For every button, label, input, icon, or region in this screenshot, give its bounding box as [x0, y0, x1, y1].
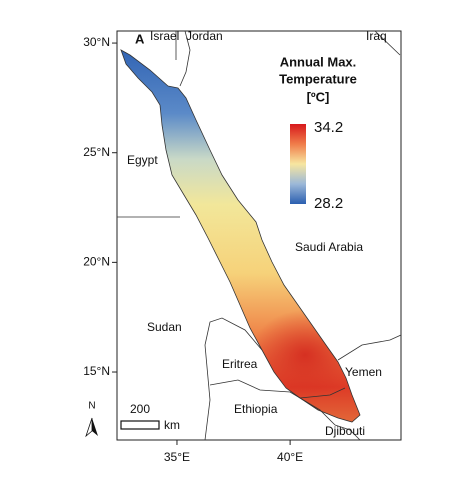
x-tick-label: 40°E	[277, 450, 303, 464]
legend-min: 28.2	[314, 195, 343, 212]
panel-label: A	[135, 31, 145, 46]
legend-max: 34.2	[314, 119, 343, 136]
y-tick-label: 20°N	[83, 255, 110, 269]
place-label: Jordan	[186, 29, 223, 43]
scale-bar	[120, 420, 160, 430]
borders	[117, 30, 402, 441]
place-label: Iraq	[366, 29, 387, 43]
north-arrow	[85, 417, 93, 438]
place-label: Djibouti	[325, 424, 365, 438]
place-label: Sudan	[147, 320, 182, 334]
place-label: Saudi Arabia	[295, 240, 363, 254]
north-label: N	[88, 401, 95, 412]
y-tick-label: 25°N	[83, 145, 110, 159]
legend-title: Annual Max.	[280, 54, 357, 69]
legend-title: [ºC]	[307, 89, 330, 104]
legend-colorbar	[290, 124, 306, 204]
place-label: Ethiopia	[234, 402, 278, 416]
y-tick-label: 30°N	[83, 35, 110, 49]
north-arrow	[92, 418, 98, 436]
y-tick-label: 15°N	[83, 364, 110, 378]
place-label: Egypt	[127, 153, 158, 167]
place-label: Eritrea	[222, 357, 258, 371]
axes: 35°E 40°E 30°N 25°N 20°N 15°N	[83, 35, 303, 464]
place-label: Yemen	[345, 365, 382, 379]
legend-title: Temperature	[279, 71, 357, 86]
x-tick-label: 35°E	[164, 450, 190, 464]
place-label: Israel	[150, 29, 179, 43]
scale-unit: km	[164, 418, 180, 432]
scale-value: 200	[130, 402, 150, 416]
